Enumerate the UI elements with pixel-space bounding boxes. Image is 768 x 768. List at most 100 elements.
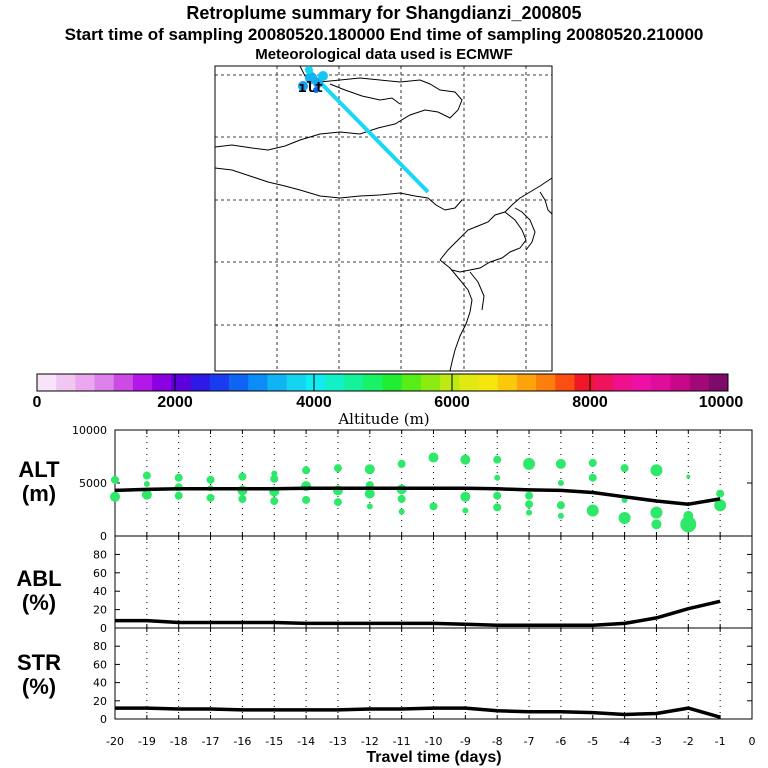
colorbar-cell (113, 374, 134, 391)
colorbar-cell (209, 374, 230, 391)
release-marks: ılt (298, 80, 323, 96)
colorbar-cell (497, 374, 518, 391)
colorbar-cell (363, 374, 383, 391)
map-frame (214, 65, 553, 372)
scatter-point (493, 491, 502, 500)
scatter-point (302, 466, 311, 475)
colorbar-tick-0: 0 (32, 394, 42, 411)
met-data-label: Meteorological data used is ECMWF (255, 46, 513, 63)
plume-track (304, 66, 430, 194)
colorbar-cell (651, 374, 671, 391)
colorbar-cell (324, 374, 345, 391)
plume-dot (313, 87, 319, 93)
scatter-point (364, 488, 375, 499)
x-tick-label: -10 (425, 735, 443, 748)
x-tick-label: -17 (202, 735, 220, 748)
x-tick-label: -3 (651, 735, 662, 748)
colorbar-cell (152, 374, 172, 391)
x-tick-label: -8 (492, 735, 503, 748)
panel-label-line: ALT (18, 457, 60, 482)
colorbar-cell (708, 374, 729, 391)
colorbar-cell (689, 374, 710, 391)
colorbar-cell (670, 374, 691, 391)
panel-frame-str (114, 627, 753, 720)
x-tick-label: -15 (265, 735, 283, 748)
plume-dot (318, 71, 328, 81)
scatter-point (111, 475, 119, 484)
scatter-point (270, 474, 279, 483)
scatter-point (523, 457, 536, 470)
y-tick-label: 10000 (72, 424, 107, 437)
x-tick-label: -12 (361, 735, 379, 748)
scatter-point (460, 491, 471, 502)
y-tick-label: 80 (93, 548, 107, 561)
colorbar-cell (248, 374, 268, 391)
colorbar-cell (37, 374, 57, 391)
x-tick-label: -7 (524, 735, 535, 748)
colorbar-cell (632, 374, 652, 391)
series-line-str (115, 706, 721, 719)
colorbar-cell (420, 374, 441, 391)
colorbar-cell (574, 374, 595, 391)
colorbar-cell (440, 374, 460, 391)
scatter-point (650, 464, 663, 477)
x-tick-label: -16 (233, 735, 251, 748)
colorbar-tick-10000: 10000 (698, 394, 744, 411)
colorbar-cell (516, 374, 537, 391)
y-tick-label: 0 (100, 713, 107, 726)
plume-dot (305, 66, 313, 74)
scatter-point (651, 519, 662, 530)
y-tick-label: 60 (93, 658, 107, 671)
scatter-point (397, 459, 406, 468)
colorbar-tick-2000: 2000 (157, 394, 193, 411)
colorbar-label: Altitude (m) (338, 410, 430, 428)
scatter-point (493, 503, 502, 512)
scatter-point (586, 504, 599, 517)
scatter-point (556, 501, 565, 510)
x-tick-label: -1 (715, 735, 726, 748)
y-tick-label: 80 (93, 640, 107, 653)
colorbar-cell (94, 374, 115, 391)
scatter-point (142, 471, 151, 480)
scatter-point (206, 475, 215, 484)
colorbar-cell (593, 374, 614, 391)
scatter-point (493, 455, 502, 464)
alt-label-text: ALT (m) (4, 458, 74, 506)
x-tick-label: -6 (555, 735, 566, 748)
x-tick-label: -18 (170, 735, 188, 748)
panel-label-line: STR (17, 650, 61, 675)
colorbar-cell (555, 374, 575, 391)
scatter-point (366, 503, 373, 510)
scatter-point (680, 516, 697, 533)
scatter-point (620, 464, 629, 473)
x-axis-label: Travel time (days) (366, 749, 502, 766)
x-tick-label: -13 (329, 735, 347, 748)
colorbar-cell (305, 374, 326, 391)
scatter-point (174, 473, 183, 482)
x-tick-label: -14 (297, 735, 315, 748)
colorbar-cell (75, 374, 96, 391)
scatter-point (686, 474, 691, 479)
colorbar-cell (612, 374, 633, 391)
y-tick-label: 0 (100, 622, 107, 635)
panel-label-line: (m) (21, 481, 57, 506)
colorbar-dividers (174, 374, 591, 391)
scatter-point (460, 454, 471, 465)
scatter-point (462, 507, 469, 514)
scatter-point (557, 512, 564, 519)
y-tick-label: 0 (100, 530, 107, 543)
scatter-point (333, 498, 342, 507)
scatter-point (494, 474, 501, 481)
y-tick-label: 20 (93, 695, 107, 708)
scatter-point (364, 464, 375, 475)
colorbar-cell (382, 374, 403, 391)
colorbar-cell (56, 374, 76, 391)
scatter-point (588, 458, 597, 467)
y-tick-label: 40 (93, 585, 107, 598)
scatter-point (238, 494, 247, 503)
scatter-point (716, 489, 725, 498)
str-label-text: STR (%) (4, 651, 74, 699)
series-line-alt (114, 486, 721, 506)
panel-label-line: ABL (16, 566, 62, 591)
